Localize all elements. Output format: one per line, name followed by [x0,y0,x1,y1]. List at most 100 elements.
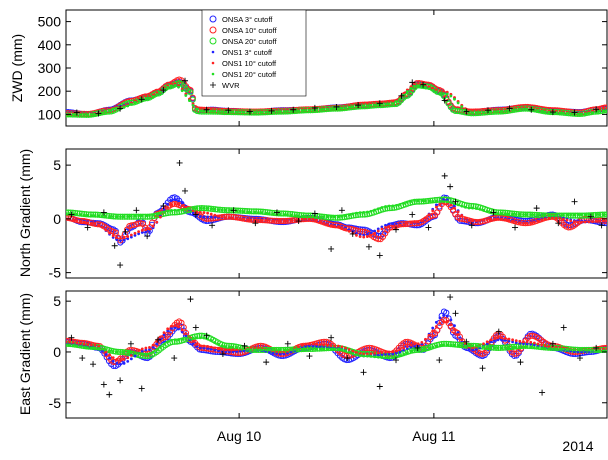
data-point [326,347,329,351]
data-point [119,362,122,366]
data-point [275,348,278,352]
data-point [100,347,104,351]
data-point [133,231,137,235]
data-point [580,348,583,352]
data-point [431,209,435,213]
data-point [540,213,544,217]
data-point [267,348,271,352]
data-point [326,223,329,226]
data-point [231,348,235,352]
data-point [315,347,318,351]
data-point [445,200,449,204]
data-point [129,233,133,237]
data-point [525,340,529,344]
data-point [336,225,340,228]
data-point [271,219,275,223]
data-point [311,215,315,219]
data-point [100,225,104,229]
data-point [536,346,540,350]
legend-marker-dot-blue [211,50,215,54]
wvr-point [209,222,216,229]
data-point [304,347,308,351]
data-point [66,212,68,215]
data-point [500,217,504,221]
wvr-point [160,202,167,209]
data-point [532,220,536,224]
data-point [340,348,344,352]
data-point [355,351,358,355]
wvr-point [133,207,140,214]
wvr-point [90,361,97,368]
data-point [413,344,416,348]
data-point [137,349,141,353]
data-point [126,350,130,354]
data-point [82,345,86,349]
series-dot-22dd22 [66,199,607,219]
data-point [115,215,119,219]
data-point [463,344,467,348]
data-point [329,344,333,348]
data-point [547,345,551,348]
wvr-point [555,220,562,227]
data-point [224,208,228,212]
data-point [206,215,210,219]
data-point [217,110,220,113]
wvr-point [117,377,124,384]
data-point [104,214,108,218]
wvr-point [409,211,416,218]
data-point [90,221,93,225]
data-point [75,219,79,222]
data-point [180,201,184,205]
data-point [227,216,231,220]
data-point [591,213,594,216]
data-point [286,348,289,352]
data-point [104,348,108,352]
data-point [173,326,177,330]
data-point [198,206,202,210]
data-point [402,338,409,346]
data-point [376,351,380,355]
data-point [387,352,391,356]
data-point [547,214,551,217]
data-point [376,229,380,233]
data-point [507,218,511,222]
data-point [144,228,148,232]
data-point [409,343,413,347]
data-point [474,344,478,348]
data-point [598,349,602,353]
data-point [180,89,184,93]
data-point [71,343,75,347]
data-point [266,209,273,216]
data-point [482,208,485,212]
data-point [322,221,326,225]
data-point [391,222,395,226]
north-y-ticks: -5 0 5 [49,149,607,281]
data-point [235,216,239,220]
data-point [209,347,213,351]
data-point [191,211,195,215]
data-point [126,356,130,360]
data-point [278,213,282,216]
data-point [315,344,318,348]
data-point [540,218,544,222]
data-point [231,110,235,114]
data-point [289,219,293,222]
data-point [253,110,257,114]
data-point [235,110,239,114]
legend-label: ONS1 20° cutoff [222,70,277,79]
wvr-point [79,355,86,362]
data-point [449,343,453,347]
data-point [148,214,151,217]
data-point [500,346,504,350]
data-point [569,219,573,223]
data-point [82,113,86,116]
wvr-point [182,77,189,84]
data-point [180,204,184,208]
data-point [203,215,210,222]
data-point [264,211,268,215]
data-point [187,89,194,96]
data-point [122,357,126,361]
data-point [307,108,311,112]
wvr-point [587,213,594,220]
wvr-point [539,389,546,396]
